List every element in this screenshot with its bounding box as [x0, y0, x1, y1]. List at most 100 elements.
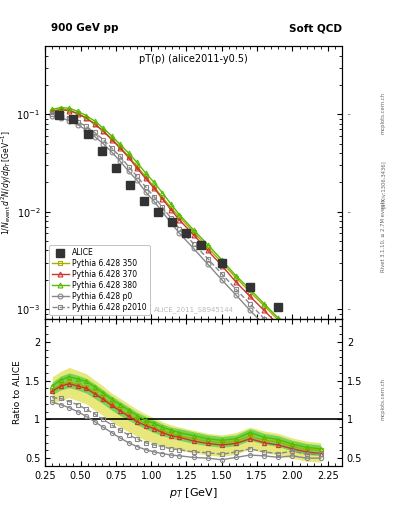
Pythia 6.428 380 — [143, 170, 148, 176]
Pythia 6.428 p0 — [262, 322, 266, 328]
Pythia 6.428 p0 — [143, 189, 148, 195]
ALICE — [276, 304, 281, 310]
Pythia 6.428 p2010 — [191, 241, 196, 247]
Line: Pythia 6.428 350: Pythia 6.428 350 — [50, 107, 323, 364]
Pythia 6.428 350 — [126, 153, 131, 159]
Line: Pythia 6.428 p0: Pythia 6.428 p0 — [50, 114, 323, 384]
Pythia 6.428 p0 — [152, 198, 156, 204]
Pythia 6.428 370 — [304, 349, 309, 355]
Pythia 6.428 380 — [191, 227, 196, 233]
Pythia 6.428 350 — [101, 127, 105, 134]
Pythia 6.428 380 — [219, 257, 224, 263]
Pythia 6.428 p2010 — [177, 226, 182, 232]
Text: mcplots.cern.ch: mcplots.cern.ch — [381, 92, 386, 134]
Pythia 6.428 p0 — [191, 245, 196, 251]
ALICE — [114, 165, 118, 171]
Pythia 6.428 p0 — [169, 220, 173, 226]
Pythia 6.428 p0 — [135, 177, 140, 183]
Pythia 6.428 p0 — [318, 379, 323, 385]
Pythia 6.428 p2010 — [126, 163, 131, 169]
Pythia 6.428 370 — [101, 128, 105, 134]
X-axis label: $p_T$ [GeV]: $p_T$ [GeV] — [169, 486, 218, 500]
Pythia 6.428 p2010 — [169, 215, 173, 221]
Pythia 6.428 p0 — [304, 365, 309, 371]
Pythia 6.428 370 — [135, 165, 140, 171]
Pythia 6.428 370 — [75, 111, 80, 117]
Pythia 6.428 370 — [169, 206, 173, 212]
Text: ALICE_2011_S8945144: ALICE_2011_S8945144 — [154, 306, 233, 313]
ALICE — [184, 230, 189, 237]
ALICE — [304, 324, 309, 330]
Pythia 6.428 350 — [160, 195, 165, 201]
Pythia 6.428 370 — [248, 293, 252, 300]
Pythia 6.428 370 — [191, 231, 196, 238]
Pythia 6.428 370 — [262, 307, 266, 313]
Pythia 6.428 p0 — [126, 168, 131, 174]
Pythia 6.428 p0 — [109, 149, 114, 155]
Pythia 6.428 380 — [248, 286, 252, 292]
Pythia 6.428 p2010 — [304, 358, 309, 365]
Pythia 6.428 370 — [118, 145, 123, 151]
Pythia 6.428 380 — [126, 150, 131, 156]
Pythia 6.428 350 — [262, 303, 266, 309]
Pythia 6.428 350 — [92, 121, 97, 127]
Pythia 6.428 p0 — [75, 122, 80, 128]
Text: [arXiv:1306.3436]: [arXiv:1306.3436] — [381, 160, 386, 208]
Pythia 6.428 p0 — [160, 209, 165, 215]
Pythia 6.428 370 — [84, 115, 88, 121]
Pythia 6.428 p2010 — [109, 145, 114, 151]
Pythia 6.428 p2010 — [276, 330, 281, 336]
ALICE — [85, 131, 90, 137]
Pythia 6.428 380 — [101, 125, 105, 131]
Y-axis label: $1/N_\mathrm{event}\,d^2N/dy/dp_T\,[\mathrm{GeV}^{-1}]$: $1/N_\mathrm{event}\,d^2N/dy/dp_T\,[\mat… — [0, 130, 14, 235]
Pythia 6.428 p0 — [248, 307, 252, 313]
Line: ALICE: ALICE — [55, 111, 339, 354]
Pythia 6.428 350 — [304, 345, 309, 351]
Pythia 6.428 350 — [219, 260, 224, 266]
Pythia 6.428 370 — [177, 217, 182, 223]
Pythia 6.428 p2010 — [92, 130, 97, 136]
ALICE — [332, 347, 337, 353]
Pythia 6.428 350 — [276, 317, 281, 323]
Pythia 6.428 380 — [276, 315, 281, 321]
Text: pT(p) (alice2011-y0.5): pT(p) (alice2011-y0.5) — [139, 54, 248, 64]
Pythia 6.428 p2010 — [84, 123, 88, 130]
Pythia 6.428 350 — [50, 108, 55, 114]
ALICE — [99, 148, 104, 154]
Pythia 6.428 370 — [59, 106, 63, 113]
Pythia 6.428 350 — [191, 229, 196, 235]
Pythia 6.428 370 — [219, 263, 224, 269]
Pythia 6.428 370 — [109, 137, 114, 143]
Pythia 6.428 380 — [205, 242, 210, 248]
Text: 900 GeV pp: 900 GeV pp — [51, 23, 119, 33]
Pythia 6.428 370 — [160, 196, 165, 202]
Line: Pythia 6.428 p2010: Pythia 6.428 p2010 — [50, 112, 323, 378]
Pythia 6.428 p0 — [67, 118, 72, 124]
Pythia 6.428 380 — [109, 133, 114, 139]
Pythia 6.428 380 — [84, 113, 88, 119]
Pythia 6.428 p0 — [118, 158, 123, 164]
Pythia 6.428 380 — [50, 106, 55, 113]
Pythia 6.428 p2010 — [75, 118, 80, 124]
Pythia 6.428 370 — [143, 175, 148, 181]
Pythia 6.428 p2010 — [262, 315, 266, 322]
Line: Pythia 6.428 380: Pythia 6.428 380 — [50, 105, 323, 362]
ALICE — [57, 112, 62, 118]
Pythia 6.428 350 — [67, 107, 72, 113]
Pythia 6.428 p0 — [276, 336, 281, 343]
Pythia 6.428 p0 — [205, 261, 210, 267]
Pythia 6.428 380 — [92, 118, 97, 124]
Pythia 6.428 p0 — [50, 113, 55, 119]
Pythia 6.428 380 — [135, 159, 140, 165]
Pythia 6.428 350 — [318, 358, 323, 365]
Pythia 6.428 p2010 — [67, 115, 72, 121]
Pythia 6.428 380 — [318, 357, 323, 363]
Pythia 6.428 370 — [92, 121, 97, 127]
Pythia 6.428 p2010 — [152, 194, 156, 200]
Pythia 6.428 370 — [152, 185, 156, 191]
Pythia 6.428 370 — [318, 363, 323, 369]
Pythia 6.428 350 — [109, 136, 114, 142]
Pythia 6.428 p0 — [219, 277, 224, 283]
Pythia 6.428 380 — [169, 201, 173, 207]
Pythia 6.428 350 — [84, 115, 88, 121]
